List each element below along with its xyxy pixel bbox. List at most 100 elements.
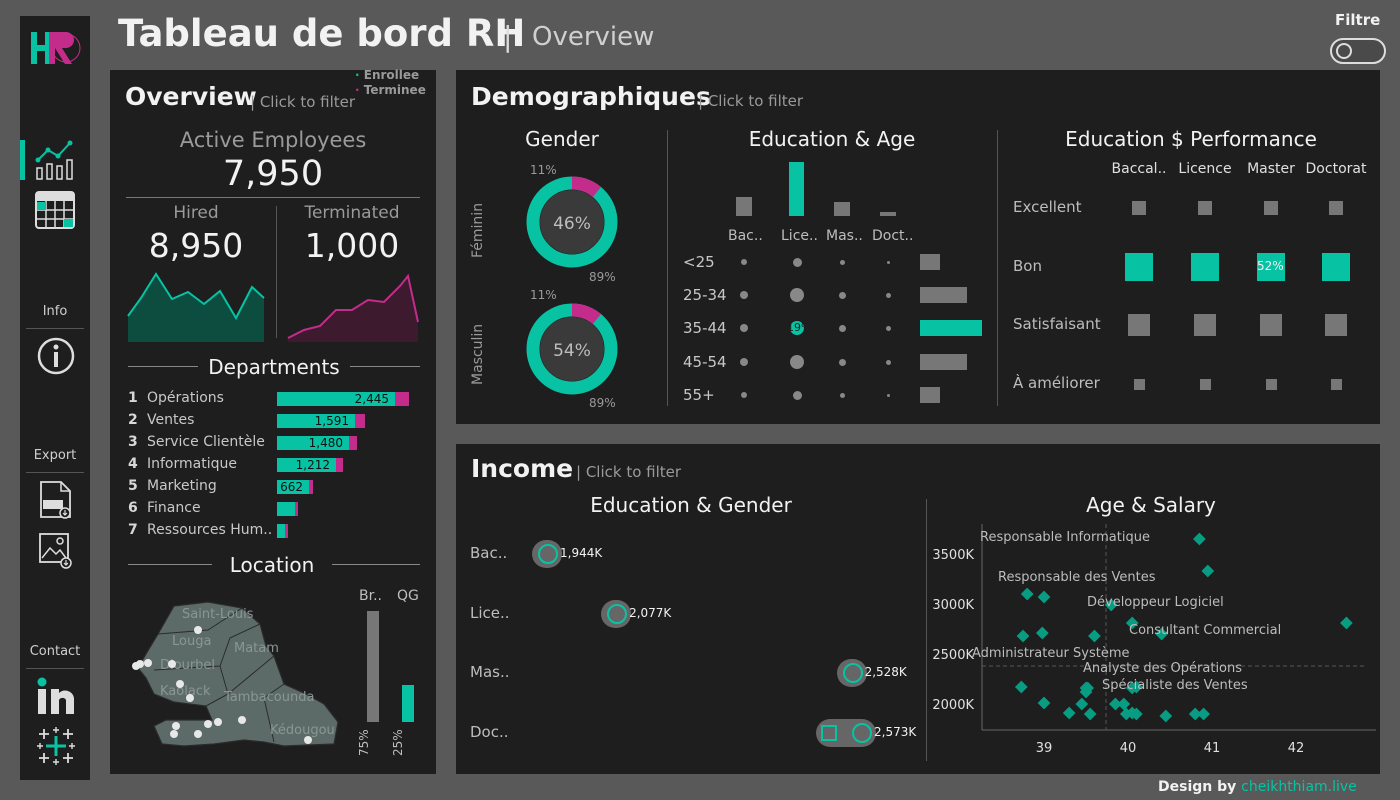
age-row-bar[interactable] xyxy=(920,387,940,403)
senegal-map[interactable]: Saint-Louis Louga Matam Diourbel Kaolack… xyxy=(124,594,344,754)
edu-age-dot[interactable] xyxy=(740,358,748,366)
map-point[interactable] xyxy=(168,660,176,668)
perf-cell[interactable] xyxy=(1132,201,1146,215)
department-terminated-bar[interactable] xyxy=(285,524,288,538)
edu-age-dot[interactable] xyxy=(792,257,802,267)
scatter-point[interactable] xyxy=(1193,532,1206,546)
footer-credit[interactable]: Design by cheikhthiam.live xyxy=(1158,779,1357,795)
department-enrolled-bar[interactable]: 1,480 xyxy=(277,436,349,450)
perf-cell[interactable] xyxy=(1199,378,1211,390)
department-row[interactable]: 6 Finance xyxy=(128,498,428,520)
department-enrolled-bar[interactable]: 1,212 xyxy=(277,458,336,472)
legend-terminated[interactable]: · Terminee xyxy=(355,83,426,97)
edu-col-bar[interactable] xyxy=(834,202,850,216)
donut-feminin[interactable]: 46% xyxy=(524,174,620,270)
loc-bar-hq[interactable] xyxy=(402,685,414,722)
edu-col-bar[interactable] xyxy=(736,197,752,216)
scatter-point[interactable] xyxy=(1016,629,1030,643)
edu-age-dot[interactable] xyxy=(886,260,890,264)
department-row[interactable]: 5 Marketing 662 xyxy=(128,476,428,498)
perf-cell[interactable] xyxy=(1260,314,1282,336)
filter-toggle[interactable] xyxy=(1330,38,1386,64)
age-row-bar[interactable] xyxy=(920,287,967,303)
edu-age-dot[interactable] xyxy=(790,355,804,369)
overview-nav-button[interactable] xyxy=(34,138,78,182)
department-enrolled-bar[interactable]: 1,591 xyxy=(277,414,355,428)
edu-age-dot[interactable] xyxy=(885,325,891,331)
scatter-point[interactable] xyxy=(1035,626,1049,640)
edu-age-dot[interactable] xyxy=(790,321,804,335)
department-row[interactable]: 1 Opérations 2,445 xyxy=(128,388,428,410)
perf-cell[interactable] xyxy=(1264,201,1278,215)
scatter-point[interactable] xyxy=(1201,564,1215,578)
department-terminated-bar[interactable] xyxy=(295,502,298,516)
department-terminated-bar[interactable] xyxy=(336,458,343,472)
loc-bar-branch[interactable] xyxy=(367,611,379,722)
perf-cell[interactable] xyxy=(1322,253,1350,281)
edu-age-dot[interactable] xyxy=(885,359,891,365)
scatter-point[interactable] xyxy=(1083,707,1097,721)
overview-click-hint[interactable]: | Click to filter xyxy=(250,93,356,111)
footer-site-link[interactable]: cheikhthiam.live xyxy=(1241,779,1357,795)
scatter-point[interactable] xyxy=(1020,587,1034,601)
legend-enrolled[interactable]: · Enrollee xyxy=(355,68,419,82)
export-image-button[interactable] xyxy=(38,530,74,570)
scatter-point[interactable] xyxy=(1159,709,1173,723)
department-terminated-bar[interactable] xyxy=(355,414,365,428)
edu-age-dot[interactable] xyxy=(741,259,747,265)
edu-age-dot[interactable] xyxy=(741,392,747,398)
edu-age-grid[interactable]: Bac.. Lice.. Mas.. Doct.. <25 25-34 35-44 45-54… xyxy=(456,70,996,424)
edu-age-dot[interactable] xyxy=(838,358,846,366)
edu-age-dot[interactable] xyxy=(740,291,748,299)
department-enrolled-bar[interactable]: 2,445 xyxy=(277,392,395,406)
age-row-bar[interactable] xyxy=(920,320,982,336)
map-point[interactable] xyxy=(194,626,202,634)
export-pdf-button[interactable] xyxy=(38,480,74,520)
scatter-point[interactable] xyxy=(1197,707,1210,721)
perf-cell[interactable] xyxy=(1325,314,1347,336)
perf-cell[interactable] xyxy=(1133,378,1145,390)
scatter-point[interactable] xyxy=(1188,707,1202,721)
map-point[interactable] xyxy=(186,694,194,702)
edu-perf-grid[interactable]: Baccal.. Licence Master Doctorat Excellent Bo… xyxy=(456,70,1380,424)
department-terminated-bar[interactable] xyxy=(395,392,409,406)
perf-cell[interactable] xyxy=(1330,378,1342,390)
department-row[interactable]: 7 Ressources Hum.. xyxy=(128,520,428,542)
scatter-point[interactable] xyxy=(1075,697,1089,711)
tableau-button[interactable] xyxy=(36,726,76,766)
perf-cell[interactable] xyxy=(1194,314,1216,336)
scatter-point[interactable] xyxy=(1125,706,1139,720)
map-point[interactable] xyxy=(214,718,222,726)
edu-age-dot[interactable] xyxy=(839,392,845,398)
department-terminated-bar[interactable] xyxy=(309,480,313,494)
edu-age-dot[interactable] xyxy=(740,324,748,332)
department-row[interactable]: 4 Informatique 1,212 xyxy=(128,454,428,476)
map-point[interactable] xyxy=(172,722,180,730)
demographics-click-hint[interactable]: | Click to filter xyxy=(698,92,804,110)
income-edu-marker[interactable] xyxy=(842,663,863,683)
map-point[interactable] xyxy=(238,716,246,724)
department-enrolled-bar[interactable]: 662 xyxy=(277,480,309,494)
income-edu-chart[interactable]: Bac.. 1,944K Lice.. 2,077K Mas.. 2,528K Doc.. 2… xyxy=(456,444,926,774)
department-enrolled-bar[interactable] xyxy=(277,502,295,516)
map-point[interactable] xyxy=(204,720,212,728)
scatter-point[interactable] xyxy=(1088,629,1101,643)
department-row[interactable]: 2 Ventes 1,591 xyxy=(128,410,428,432)
donut-masculin[interactable]: 54% xyxy=(524,301,620,397)
map-point[interactable] xyxy=(176,680,184,688)
linkedin-button[interactable] xyxy=(36,676,76,716)
perf-cell[interactable] xyxy=(1265,378,1277,390)
edu-age-dot[interactable] xyxy=(790,288,804,302)
map-point[interactable] xyxy=(136,660,144,668)
scatter-point[interactable] xyxy=(1062,706,1076,720)
perf-cell[interactable] xyxy=(1329,201,1343,215)
perf-cell[interactable] xyxy=(1125,253,1153,281)
info-button[interactable] xyxy=(36,336,76,376)
perf-cell[interactable] xyxy=(1257,253,1285,281)
age-row-bar[interactable] xyxy=(920,354,967,370)
perf-cell[interactable] xyxy=(1128,314,1150,336)
edu-age-dot[interactable] xyxy=(886,393,890,397)
department-enrolled-bar[interactable] xyxy=(277,524,285,538)
income-edu-marker-female[interactable] xyxy=(821,725,837,741)
department-row[interactable]: 3 Service Clientèle 1,480 xyxy=(128,432,428,454)
